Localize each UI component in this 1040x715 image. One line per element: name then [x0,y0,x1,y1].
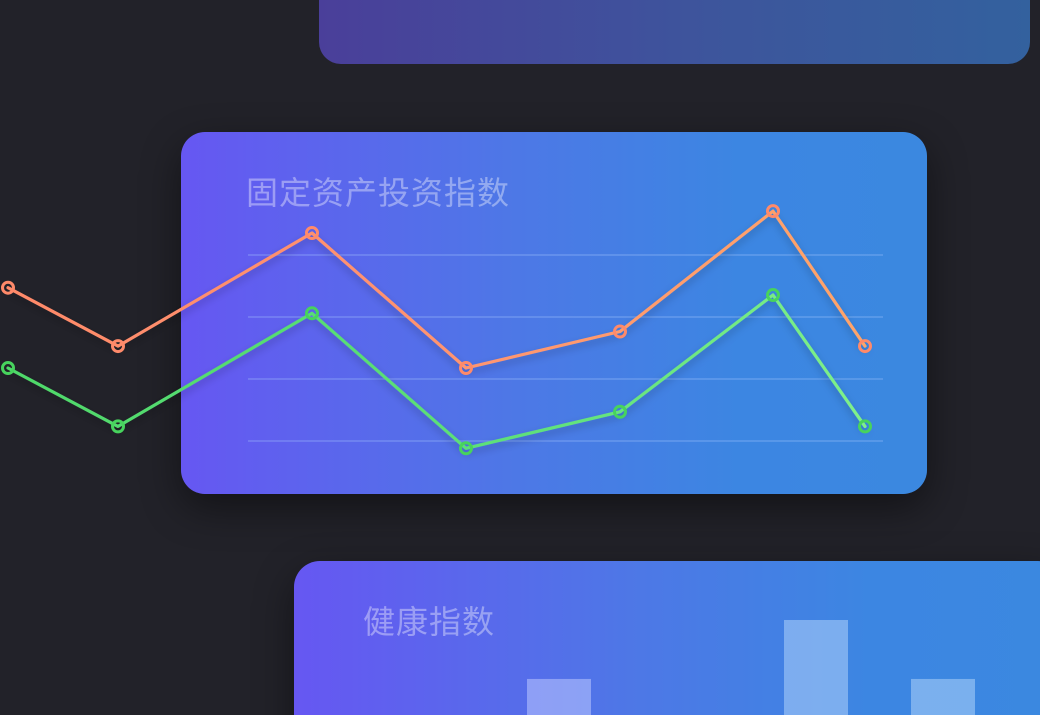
data-point-green-3 [305,306,319,321]
top-chart-card [319,0,1030,64]
data-point-green-6 [766,288,780,303]
data-point-green-4 [459,441,473,456]
data-point-green-5 [613,404,627,419]
bar-4 [784,620,848,715]
data-point-green-7 [858,419,872,434]
data-point-orange-2 [111,339,125,354]
series-line-green [6,293,867,450]
data-point-orange-1 [1,280,15,295]
data-point-orange-4 [459,361,473,375]
investment-index-title: 固定资产投资指数 [246,174,511,212]
series-line-orange [6,209,867,370]
data-point-orange-3 [305,226,319,240]
bar-2 [527,678,591,715]
data-point-orange-5 [613,324,627,339]
bar-5 [911,678,975,715]
data-point-orange-6 [766,204,780,219]
health-index-title: 健康指数 [363,603,496,641]
data-point-green-2 [111,419,125,434]
data-point-green-1 [1,361,15,375]
data-point-orange-7 [858,339,872,354]
